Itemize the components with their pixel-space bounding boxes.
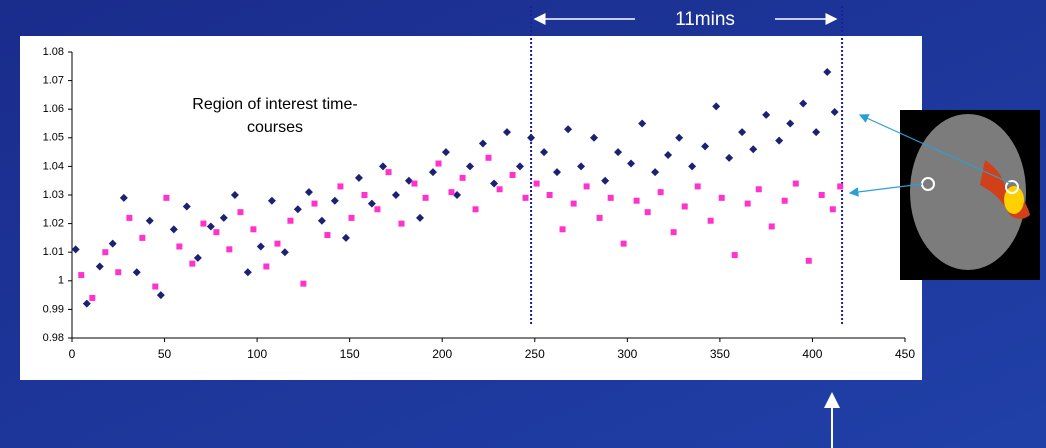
x-tick-label: 300: [617, 347, 637, 361]
y-tick-label: 1.04: [43, 160, 64, 172]
chart-title: Region of interest time-: [192, 96, 357, 113]
point: [486, 155, 492, 161]
point: [189, 261, 195, 267]
point: [534, 181, 540, 187]
brain-image: [900, 110, 1040, 280]
annotation: 11mins: [675, 9, 735, 30]
point: [78, 272, 84, 278]
slide: Region of interest time- courses 11mins …: [0, 0, 1046, 448]
point: [448, 189, 454, 195]
x-tick-label: 250: [525, 347, 545, 361]
point: [287, 218, 293, 224]
point: [645, 209, 651, 215]
point: [658, 189, 664, 195]
point: [115, 269, 121, 275]
point: [497, 186, 503, 192]
x-tick-label: 350: [710, 347, 730, 361]
point: [682, 203, 688, 209]
point: [250, 226, 256, 232]
y-tick-label: 1.05: [43, 132, 64, 144]
point: [571, 201, 577, 207]
point: [311, 201, 317, 207]
point: [460, 175, 466, 181]
x-tick-label: 100: [247, 347, 267, 361]
x-tick-label: 50: [158, 347, 172, 361]
point: [274, 241, 280, 247]
point: [226, 246, 232, 252]
point: [423, 195, 429, 201]
point: [597, 215, 603, 221]
point: [782, 198, 788, 204]
point: [386, 169, 392, 175]
y-tick-label: 1.07: [43, 75, 64, 87]
point: [411, 181, 417, 187]
point: [793, 181, 799, 187]
point: [608, 195, 614, 201]
point: [719, 195, 725, 201]
point: [621, 241, 627, 247]
point: [560, 226, 566, 232]
point: [708, 218, 714, 224]
point: [263, 264, 269, 270]
page: Region of interest time- courses 11mins …: [0, 0, 1046, 448]
x-tick-label: 450: [895, 347, 915, 361]
point: [361, 192, 367, 198]
point: [547, 192, 553, 198]
point: [584, 183, 590, 189]
point: [745, 201, 751, 207]
x-tick-label: 150: [340, 347, 360, 361]
point: [830, 206, 836, 212]
y-tick-label: 0.99: [43, 303, 64, 315]
point: [349, 215, 355, 221]
point: [374, 206, 380, 212]
point: [756, 186, 762, 192]
point: [213, 229, 219, 235]
point: [523, 195, 529, 201]
point: [695, 183, 701, 189]
point: [163, 195, 169, 201]
point: [126, 215, 132, 221]
point: [769, 223, 775, 229]
point: [152, 284, 158, 290]
point: [200, 221, 206, 227]
x-tick-label: 400: [802, 347, 822, 361]
point: [176, 243, 182, 249]
point: [139, 235, 145, 241]
point: [806, 258, 812, 264]
chart-title: courses: [247, 119, 303, 136]
chart-panel: [20, 36, 922, 380]
point: [634, 198, 640, 204]
y-tick-label: 1: [58, 275, 64, 287]
point: [237, 209, 243, 215]
y-tick-label: 1.01: [43, 246, 64, 258]
y-tick-label: 1.03: [43, 189, 64, 201]
point: [732, 252, 738, 258]
y-tick-label: 1.02: [43, 218, 64, 230]
point: [671, 229, 677, 235]
point: [837, 183, 843, 189]
y-tick-label: 0.98: [43, 332, 64, 344]
point: [510, 172, 516, 178]
y-tick-label: 1.06: [43, 103, 64, 115]
point: [324, 232, 330, 238]
point: [398, 221, 404, 227]
point: [436, 161, 442, 167]
x-tick-label: 200: [432, 347, 452, 361]
point: [102, 249, 108, 255]
x-tick-label: 0: [69, 347, 76, 361]
point: [337, 183, 343, 189]
point: [819, 192, 825, 198]
y-tick-label: 1.08: [43, 46, 64, 58]
point: [473, 206, 479, 212]
point: [89, 295, 95, 301]
point: [300, 281, 306, 287]
